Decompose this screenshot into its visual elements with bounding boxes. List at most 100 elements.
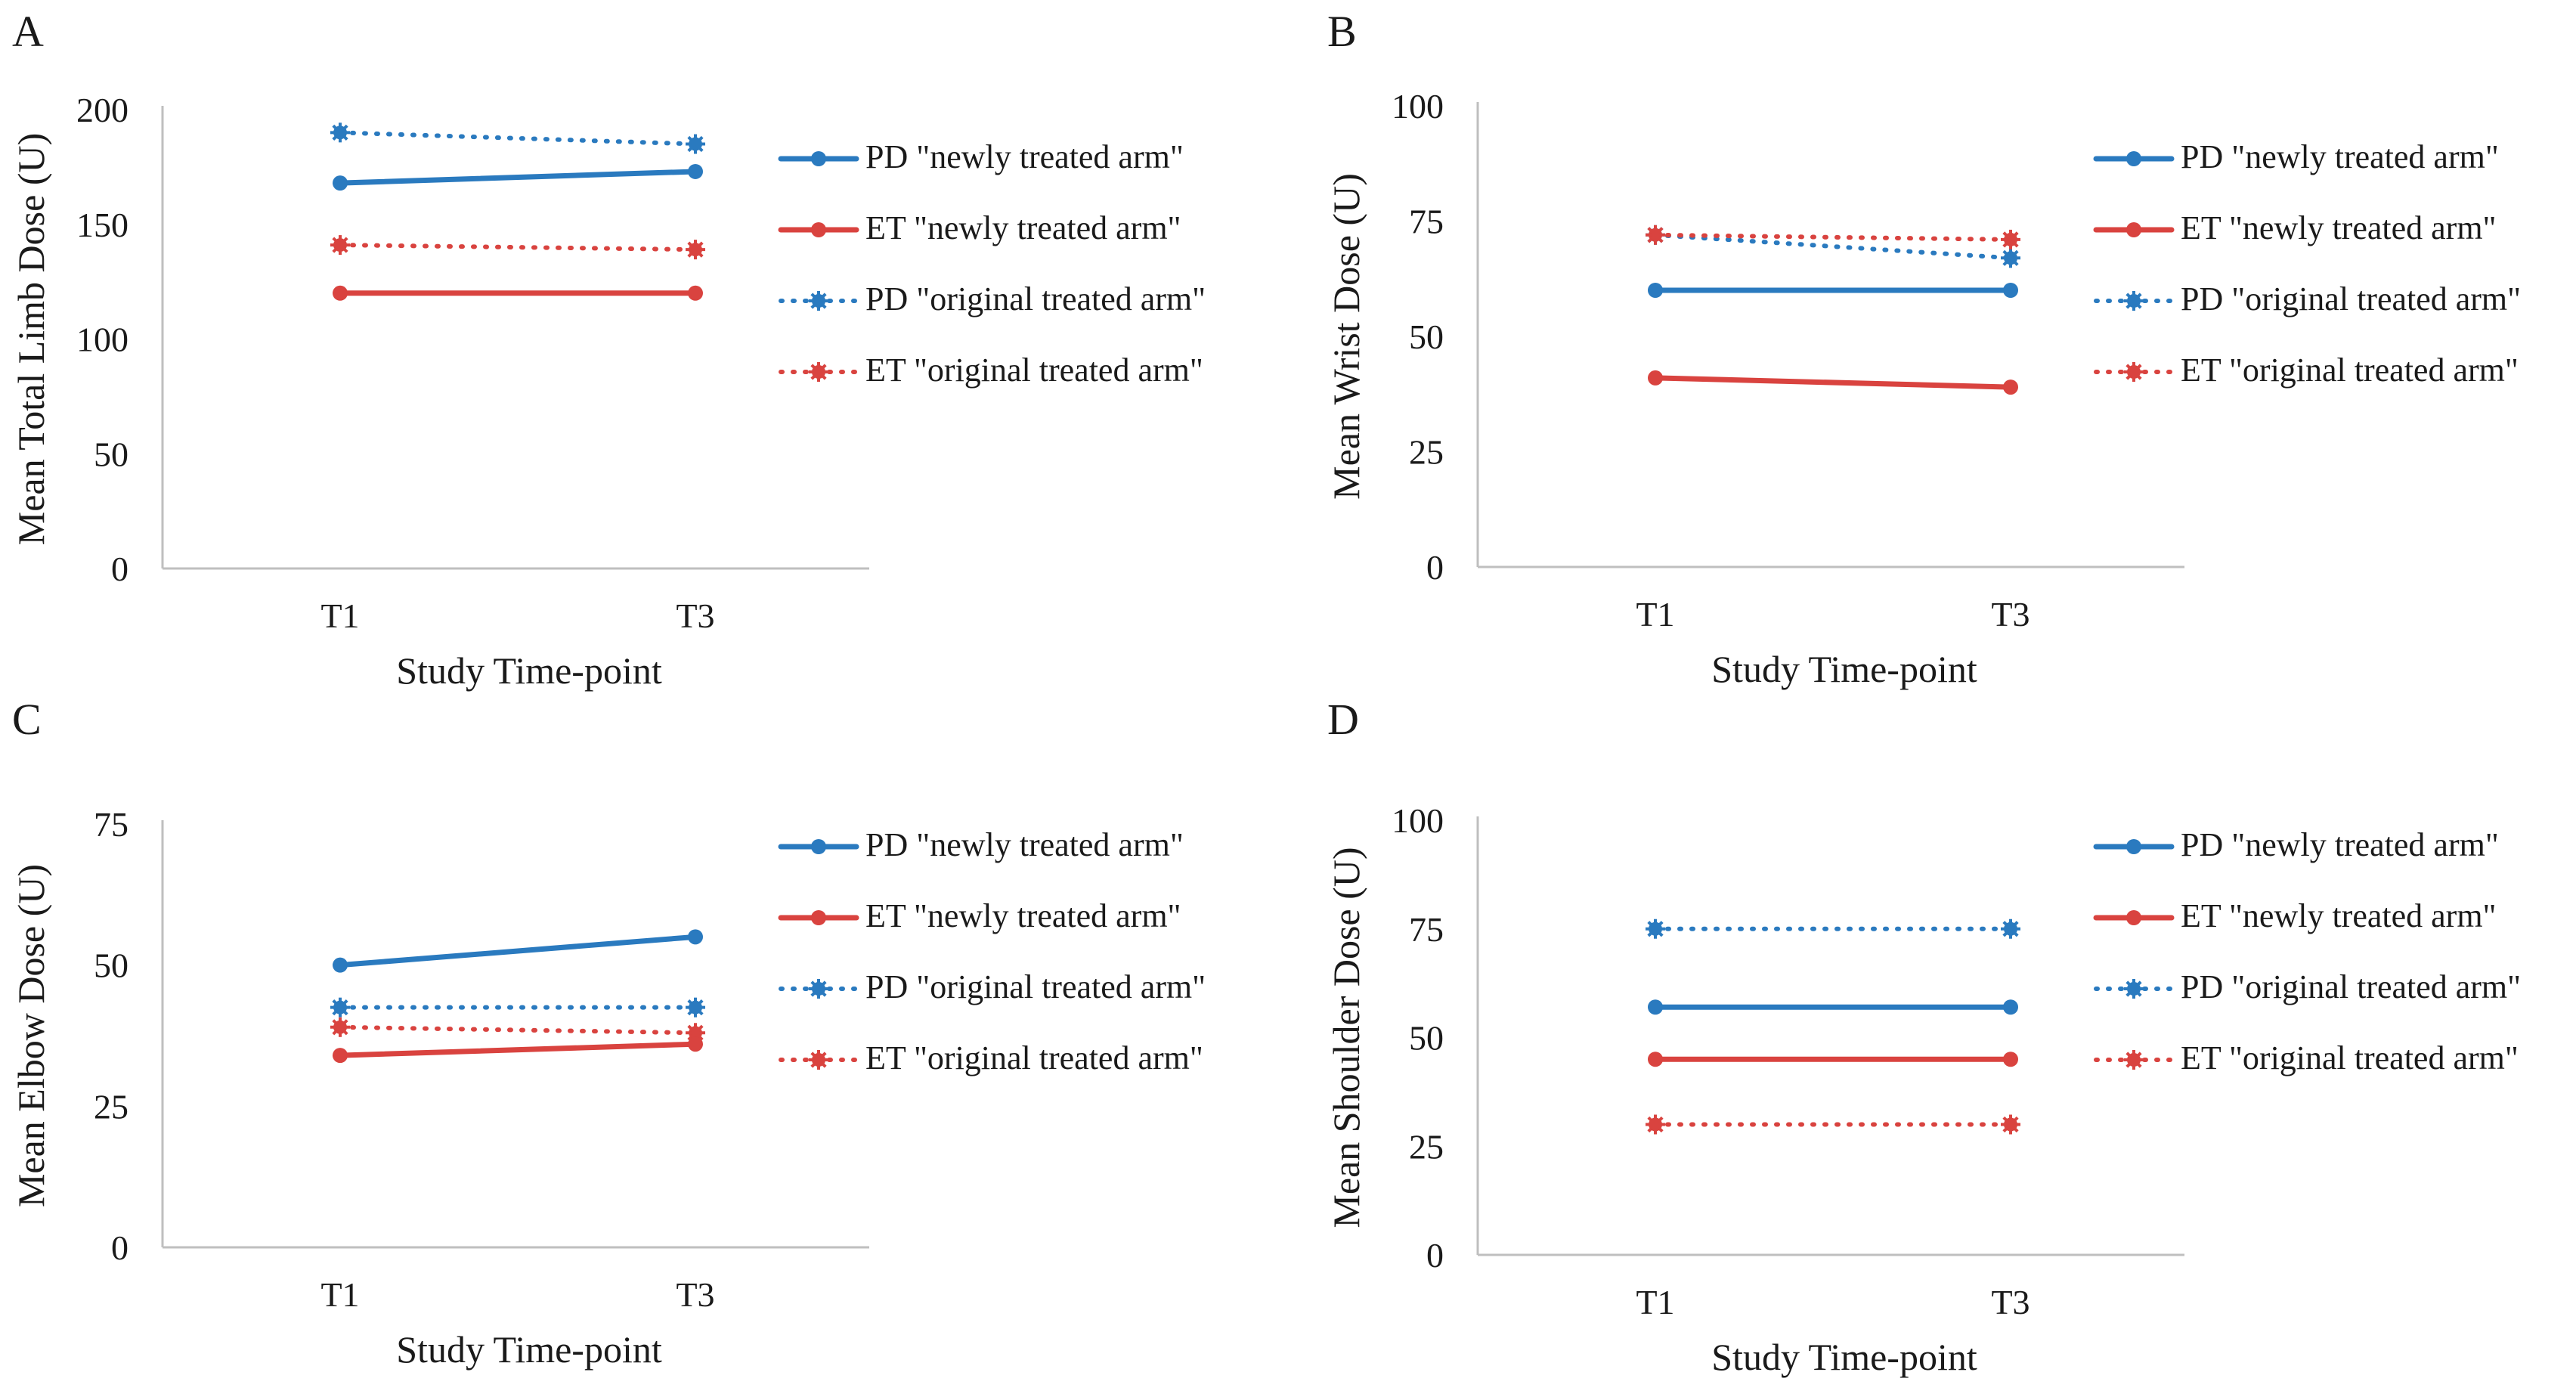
legend-item: ET "original treated arm" xyxy=(775,1037,1349,1083)
legend-marker xyxy=(2124,1050,2144,1070)
data-point-et-solid xyxy=(1648,370,1663,386)
legend-item: PD "original treated arm" xyxy=(2090,966,2576,1011)
x-tick-label: T3 xyxy=(676,596,714,635)
plot-a: 0 50 100 150 200 T1 T3 Study Time-point Mean Tot… xyxy=(10,91,869,692)
legend-marker xyxy=(2126,910,2141,925)
legend-marker xyxy=(2124,979,2144,999)
legend-marker xyxy=(811,839,826,854)
series-line-et-dotted xyxy=(1653,232,2013,242)
data-point-pd-dotted xyxy=(686,134,705,154)
legend-label: ET "newly treated arm" xyxy=(2181,209,2497,246)
legend-label: PD "original treated arm" xyxy=(865,280,1206,318)
panel-letter-d: D xyxy=(1327,695,1359,744)
legend-swatch xyxy=(779,979,859,999)
legend-swatch xyxy=(779,362,859,382)
legend-label: ET "original treated arm" xyxy=(865,1039,1203,1076)
legend-marker xyxy=(811,151,826,166)
y-tick-label: 75 xyxy=(1409,203,1444,241)
legend-swatch xyxy=(2093,151,2175,166)
legend-item: ET "original treated arm" xyxy=(775,349,1349,395)
series-line-pd-dotted xyxy=(1653,232,2013,261)
y-tick-label: 150 xyxy=(76,206,128,244)
x-tick-label: T3 xyxy=(1991,1283,2030,1321)
x-tick-label: T1 xyxy=(1636,1283,1674,1321)
y-axis-title: Mean Wrist Dose (U) xyxy=(1325,173,1367,500)
legend-marker xyxy=(811,222,826,237)
y-tick-label: 50 xyxy=(94,435,128,473)
series-line-pd-dotted xyxy=(338,130,698,147)
legend-label: ET "original treated arm" xyxy=(2181,1039,2519,1076)
data-point-et-dotted xyxy=(686,1023,705,1043)
y-tick-label: 75 xyxy=(1409,910,1444,949)
x-tick-label: T1 xyxy=(1636,595,1674,633)
chart-panel-a: A 0 50 100 150 200 T1 T3 Study Time-point Mean T… xyxy=(0,0,1288,698)
y-tick-label: 0 xyxy=(111,550,128,588)
data-point-pd-solid xyxy=(2003,999,2018,1015)
series-line-pd-solid xyxy=(337,934,698,968)
legend-marker xyxy=(809,291,828,311)
y-tick-label: 25 xyxy=(1409,1127,1444,1166)
legend-item: ET "newly treated arm" xyxy=(775,895,1349,940)
legend-label: ET "original treated arm" xyxy=(2181,352,2519,389)
data-point-pd-dotted xyxy=(330,122,350,143)
legend-marker xyxy=(809,979,828,999)
legend-marker xyxy=(2124,362,2144,382)
series-line-et-solid xyxy=(337,1041,698,1058)
y-tick-label: 200 xyxy=(76,91,128,129)
data-point-pd-dotted xyxy=(330,997,350,1018)
panel-letter-b: B xyxy=(1327,7,1357,56)
legend-item: PD "newly treated arm" xyxy=(775,136,1349,181)
legend-item: PD "newly treated arm" xyxy=(2090,824,2576,869)
legend-label: PD "newly treated arm" xyxy=(865,138,1184,175)
legend-label: PD "original treated arm" xyxy=(865,968,1206,1005)
legend-swatch xyxy=(2093,839,2175,854)
y-axis-title: Mean Total Limb Dose (U) xyxy=(10,133,52,545)
data-point-et-solid xyxy=(688,285,703,301)
legend-swatch xyxy=(778,839,859,854)
legend-label: PD "newly treated arm" xyxy=(2181,826,2499,863)
legend-swatch xyxy=(2094,1050,2174,1070)
legend-item: PD "original treated arm" xyxy=(2090,278,2576,324)
y-tick-label: 100 xyxy=(1392,801,1444,840)
data-point-pd-solid xyxy=(1648,283,1663,298)
data-point-et-solid xyxy=(2003,379,2018,395)
panel-letter-a: A xyxy=(12,7,44,56)
series-line-et-dotted xyxy=(338,243,698,252)
y-tick-label: 75 xyxy=(94,805,128,844)
data-point-pd-solid xyxy=(333,175,348,191)
plot-b: 0 25 50 75 100 T1 T3 Study Time-point Mean Wrist… xyxy=(1325,87,2184,690)
data-point-et-solid xyxy=(1648,1052,1663,1067)
legend-swatch xyxy=(2093,222,2175,237)
chart-panel-d: D 0 25 50 75 100 T1 T3 Study Time-point Mean Sho… xyxy=(1315,688,2576,1386)
legend-label: PD "original treated arm" xyxy=(2181,280,2522,318)
x-axis-title: Study Time-point xyxy=(1711,1336,1977,1378)
plot-d: 0 25 50 75 100 T1 T3 Study Time-point Mean Shoul… xyxy=(1325,801,2184,1378)
data-point-pd-dotted xyxy=(2001,248,2020,268)
legend-item: ET "newly treated arm" xyxy=(2090,207,2576,252)
legend-item: ET "newly treated arm" xyxy=(775,207,1349,252)
data-point-et-dotted xyxy=(2001,1114,2020,1135)
legend-swatch xyxy=(2093,910,2175,925)
legend-swatch xyxy=(2094,362,2174,382)
chart-panel-b: B 0 25 50 75 100 T1 T3 Study Time-point Mean Wri… xyxy=(1315,0,2576,698)
series-line-pd-solid xyxy=(337,169,698,186)
y-tick-label: 0 xyxy=(1426,548,1444,587)
data-point-pd-solid xyxy=(333,957,348,973)
y-tick-label: 0 xyxy=(111,1228,128,1267)
data-point-pd-solid xyxy=(2003,283,2018,298)
x-tick-label: T3 xyxy=(676,1275,714,1314)
y-tick-label: 100 xyxy=(76,321,128,359)
y-tick-label: 100 xyxy=(1392,87,1444,125)
data-point-et-solid xyxy=(333,1048,348,1064)
x-axis-title: Study Time-point xyxy=(1711,648,1977,690)
data-point-et-solid xyxy=(2003,1052,2018,1067)
data-point-pd-solid xyxy=(688,163,703,179)
legend-swatch xyxy=(2094,291,2174,311)
chart-panel-c: C 0 25 50 75 T1 T3 Study Time-point Mean Elbow … xyxy=(0,688,1288,1386)
x-tick-label: T3 xyxy=(1991,595,2030,633)
y-tick-label: 50 xyxy=(1409,1019,1444,1058)
plot-c: 0 25 50 75 T1 T3 Study Time-point Mean Elbow Do… xyxy=(10,805,869,1371)
legend-label: PD "newly treated arm" xyxy=(2181,138,2499,175)
data-point-et-dotted xyxy=(1646,225,1665,245)
